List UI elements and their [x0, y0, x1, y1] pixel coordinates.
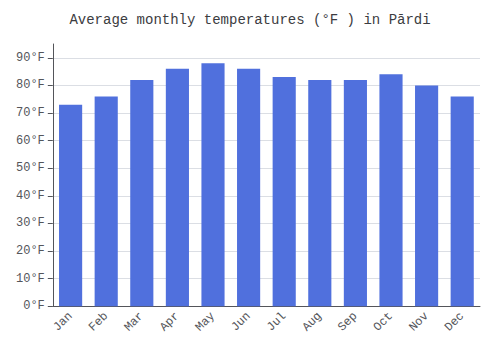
- svg-text:90°F: 90°F: [16, 51, 45, 65]
- svg-text:Mar: Mar: [122, 309, 147, 334]
- svg-text:May: May: [193, 309, 218, 334]
- svg-text:0°F: 0°F: [23, 299, 45, 313]
- svg-text:Jun: Jun: [228, 309, 253, 334]
- svg-text:70°F: 70°F: [16, 106, 45, 120]
- svg-text:Feb: Feb: [86, 309, 111, 334]
- svg-text:Average monthly temperatures (: Average monthly temperatures (°F ) in Pā…: [69, 12, 430, 28]
- svg-text:30°F: 30°F: [16, 216, 45, 230]
- svg-text:Apr: Apr: [157, 309, 182, 334]
- svg-text:40°F: 40°F: [16, 189, 45, 203]
- svg-text:Oct: Oct: [371, 309, 396, 334]
- svg-text:60°F: 60°F: [16, 134, 45, 148]
- svg-text:50°F: 50°F: [16, 161, 45, 175]
- svg-text:Dec: Dec: [442, 309, 467, 334]
- svg-text:Aug: Aug: [300, 309, 325, 334]
- svg-text:Nov: Nov: [406, 309, 431, 334]
- svg-text:80°F: 80°F: [16, 78, 45, 92]
- svg-text:20°F: 20°F: [16, 244, 45, 258]
- svg-text:Sep: Sep: [335, 309, 360, 334]
- svg-text:Jul: Jul: [264, 309, 289, 334]
- svg-text:Jan: Jan: [50, 309, 75, 334]
- svg-text:10°F: 10°F: [16, 272, 45, 286]
